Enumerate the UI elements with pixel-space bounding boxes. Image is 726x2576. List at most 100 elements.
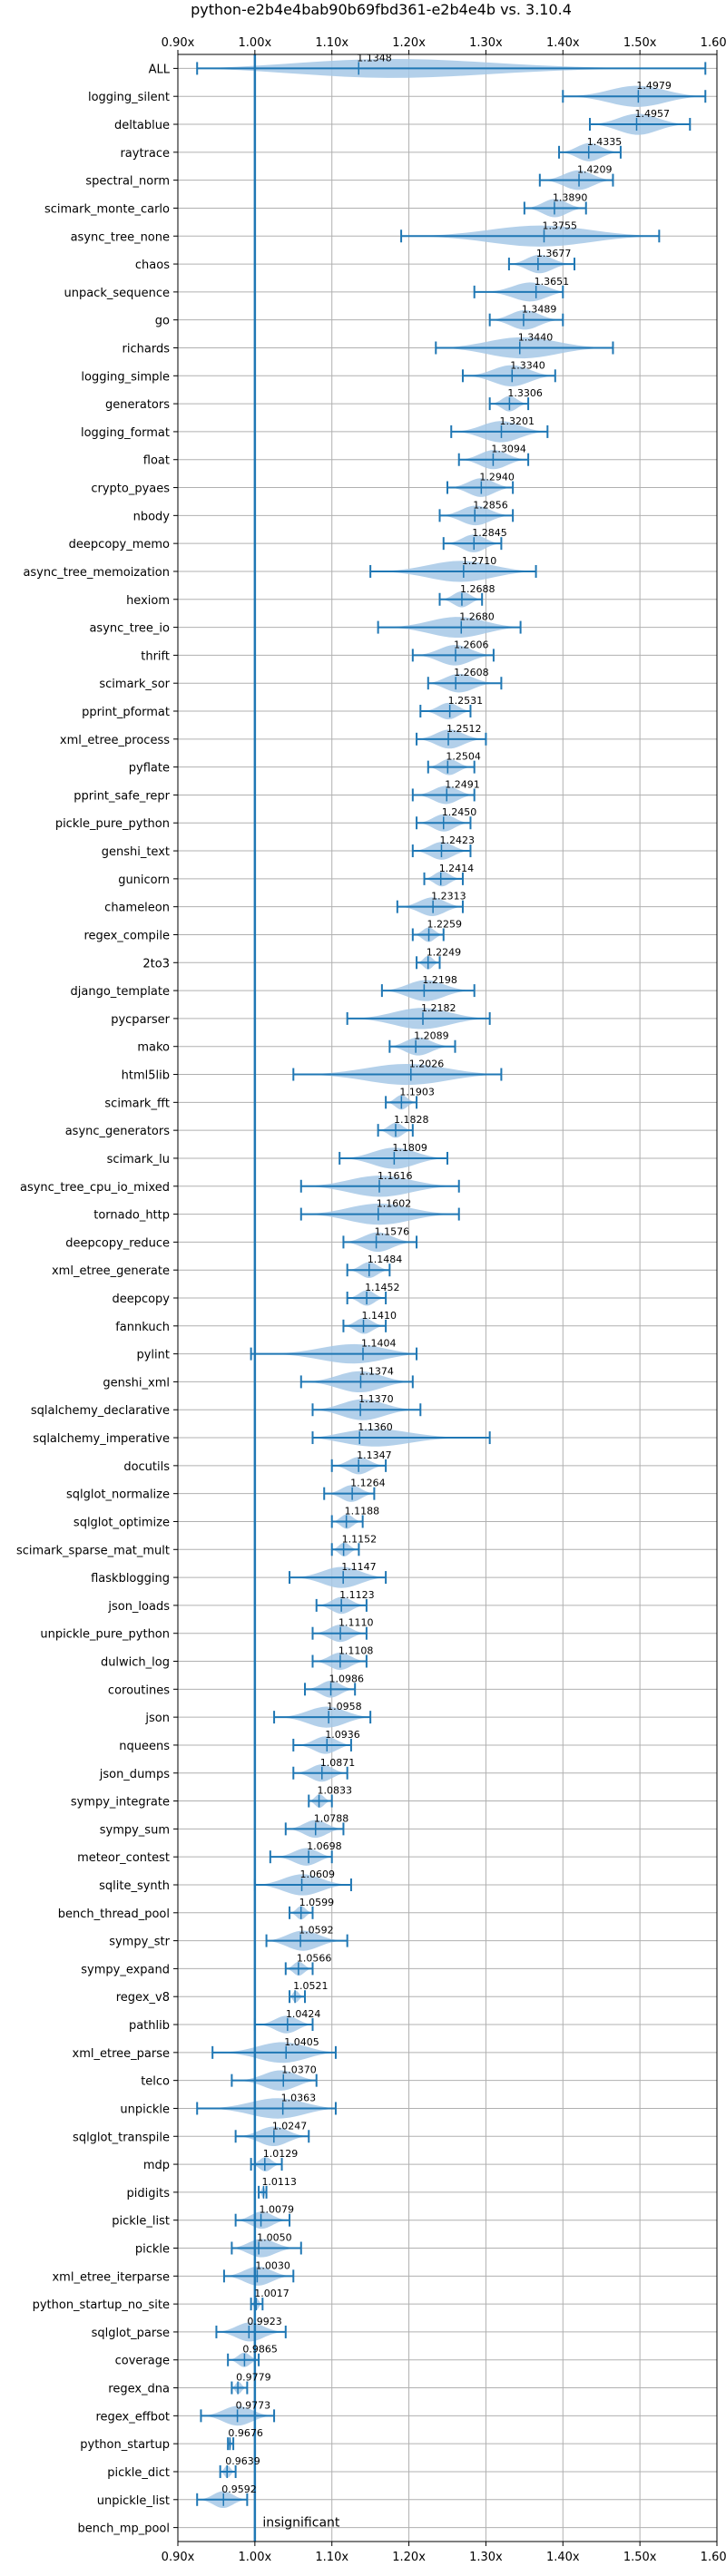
y-tick-label: regex_effbot	[95, 2410, 170, 2424]
mean-value-label: 1.3201	[499, 415, 535, 427]
mean-value-label: 1.1809	[392, 1142, 427, 1154]
y-tick-label: chaos	[135, 259, 170, 272]
y-tick-label: python_startup	[80, 2438, 170, 2452]
mean-value-label: 1.2259	[427, 918, 463, 930]
y-tick-label: sympy_expand	[81, 1963, 170, 1976]
mean-value-label: 1.2680	[459, 611, 495, 623]
mean-value-label: 1.0566	[297, 1952, 332, 1964]
mean-value-label: 1.0986	[329, 1673, 365, 1684]
mean-value-label: 1.0871	[320, 1757, 356, 1769]
mean-value-label: 1.1108	[338, 1645, 374, 1657]
y-tick-label: async_tree_io	[89, 622, 170, 636]
mean-value-label: 1.1348	[357, 52, 392, 63]
y-tick-label: tornado_http	[93, 1209, 170, 1223]
mean-value-label: 1.1110	[338, 1617, 374, 1629]
y-tick-label: genshi_xml	[103, 1376, 170, 1390]
y-tick-label: coverage	[115, 2355, 170, 2368]
mean-value-label: 1.1404	[361, 1338, 397, 1350]
y-tick-labels: ALL logging_silent deltablue raytrace spectr…	[16, 63, 178, 2536]
y-tick-label: pickle	[135, 2243, 170, 2257]
y-tick-label: go	[155, 315, 170, 328]
mean-value-label: 1.1123	[339, 1589, 375, 1601]
x-tick-label-bottom: 1.20x	[392, 2551, 426, 2564]
mean-value-label: 1.2491	[445, 778, 480, 790]
mean-value-label: 1.0050	[257, 2232, 292, 2244]
mean-value-label: 1.3651	[535, 276, 570, 288]
x-tick-label-bottom: 1.60x	[701, 2551, 726, 2564]
mean-value-label: 1.1152	[342, 1533, 378, 1545]
y-tick-label: json	[144, 1712, 170, 1725]
mean-value-label: 1.0405	[284, 2036, 319, 2048]
mean-value-label: 1.0247	[272, 2120, 308, 2132]
x-tick-label-top: 1.00x	[239, 36, 272, 50]
y-tick-label: regex_v8	[116, 1991, 170, 2005]
mean-value-label: 1.2688	[460, 583, 495, 595]
y-tick-label: deepcopy	[112, 1293, 170, 1306]
mean-value-label: 1.2450	[442, 806, 477, 818]
y-tick-label: richards	[123, 342, 171, 356]
mean-value-label: 0.9676	[228, 2427, 263, 2439]
y-tick-label: unpickle	[120, 2103, 170, 2116]
y-tick-label: telco	[141, 2075, 170, 2089]
mean-value-label: 1.2845	[472, 527, 507, 539]
mean-value-label: 1.0017	[254, 2288, 289, 2299]
y-tick-label: mako	[137, 1041, 170, 1055]
mean-value-label: 1.1903	[399, 1086, 435, 1098]
mean-value-label: 1.1616	[378, 1170, 413, 1182]
mean-value-label: 1.0833	[318, 1785, 353, 1797]
y-tick-label: meteor_contest	[77, 1851, 170, 1865]
mean-value-label: 0.9923	[247, 2316, 282, 2327]
y-tick-label: float	[143, 454, 170, 468]
y-tick-label: scimark_sparse_mat_mult	[16, 1544, 170, 1557]
y-tick-label: sqlglot_normalize	[66, 1488, 170, 1502]
x-tick-label-top: 1.10x	[315, 36, 348, 50]
mean-value-label: 1.4335	[587, 136, 623, 148]
y-tick-label: async_tree_none	[71, 230, 170, 244]
mean-value-label: 1.0079	[260, 2204, 295, 2216]
y-tick-label: unpickle_pure_python	[40, 1628, 170, 1642]
y-tick-label: scimark_fft	[104, 1097, 170, 1110]
y-tick-label: xml_etree_parse	[73, 2047, 170, 2061]
mean-value-label: 1.2606	[454, 639, 489, 650]
y-tick-label: hexiom	[126, 594, 170, 608]
insignificant-label: insignificant	[262, 2516, 340, 2531]
y-tick-label: xml_etree_process	[60, 734, 170, 747]
y-tick-label: async_tree_memoization	[23, 566, 170, 580]
y-tick-label: scimark_lu	[107, 1153, 170, 1166]
mean-value-label: 1.0370	[281, 2064, 317, 2076]
x-tick-label-top: 1.50x	[623, 36, 657, 50]
y-tick-label: generators	[105, 398, 170, 412]
y-tick-label: raytrace	[120, 147, 170, 161]
mean-value-label: 1.0030	[255, 2259, 290, 2271]
y-tick-label: logging_simple	[81, 370, 170, 384]
y-tick-label: gunicorn	[118, 873, 170, 887]
y-tick-label: async_tree_cpu_io_mixed	[20, 1181, 170, 1195]
y-tick-label: nqueens	[119, 1740, 170, 1753]
mean-value-label: 1.4957	[634, 108, 670, 120]
y-tick-label: pickle_dict	[107, 2466, 170, 2480]
y-tick-label: logging_silent	[88, 91, 170, 104]
x-tick-label-top: 1.30x	[469, 36, 503, 50]
y-tick-label: pickle_list	[112, 2215, 170, 2229]
mean-value-label: 1.2608	[454, 667, 488, 678]
y-tick-label: coroutines	[108, 1683, 170, 1697]
mean-value-label: 1.1452	[365, 1282, 400, 1293]
mean-value-label: 1.0788	[314, 1812, 349, 1824]
y-tick-label: sympy_str	[109, 1936, 170, 1949]
y-tick-label: nbody	[133, 510, 171, 523]
y-tick-label: genshi_text	[102, 845, 170, 859]
mean-value-label: 0.9779	[236, 2372, 271, 2384]
y-tick-label: xml_etree_generate	[52, 1264, 170, 1278]
mean-value-label: 1.0936	[325, 1729, 360, 1741]
y-tick-label: pylint	[136, 1349, 170, 1362]
x-tick-label-top: 1.40x	[546, 36, 580, 50]
mean-value-label: 0.9639	[225, 2455, 260, 2467]
y-tick-label: python_startup_no_site	[33, 2298, 170, 2312]
mean-value-label: 1.1264	[350, 1478, 386, 1489]
mean-value-label: 1.3890	[553, 191, 588, 203]
mean-value-label: 1.2423	[439, 834, 475, 846]
mean-value-label: 1.2026	[409, 1059, 445, 1070]
y-tick-label: deepcopy_reduce	[65, 1236, 170, 1250]
y-tick-label: sqlalchemy_declarative	[31, 1404, 170, 1418]
y-tick-label: pidigits	[127, 2187, 171, 2200]
